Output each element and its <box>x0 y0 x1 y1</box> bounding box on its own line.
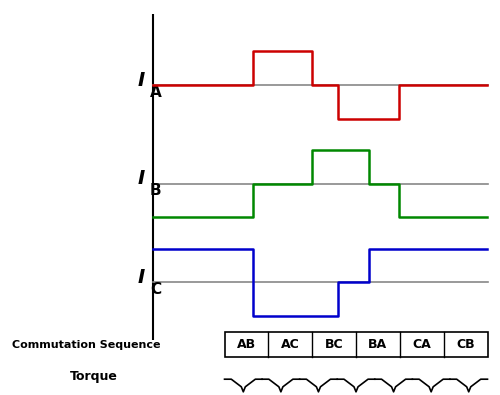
Text: AB: AB <box>237 338 256 351</box>
Text: I: I <box>138 169 145 188</box>
Text: B: B <box>150 183 162 198</box>
Text: CA: CA <box>412 338 431 351</box>
Text: BA: BA <box>368 338 388 351</box>
Bar <box>224 332 488 357</box>
Text: C: C <box>150 282 161 297</box>
Text: Commutation Sequence: Commutation Sequence <box>12 340 161 350</box>
Text: BC: BC <box>325 338 344 351</box>
Text: AC: AC <box>281 338 299 351</box>
Text: A: A <box>150 85 162 100</box>
Text: I: I <box>138 268 145 287</box>
Text: Torque: Torque <box>70 370 118 382</box>
Text: I: I <box>138 71 145 90</box>
Text: CB: CB <box>456 338 475 351</box>
